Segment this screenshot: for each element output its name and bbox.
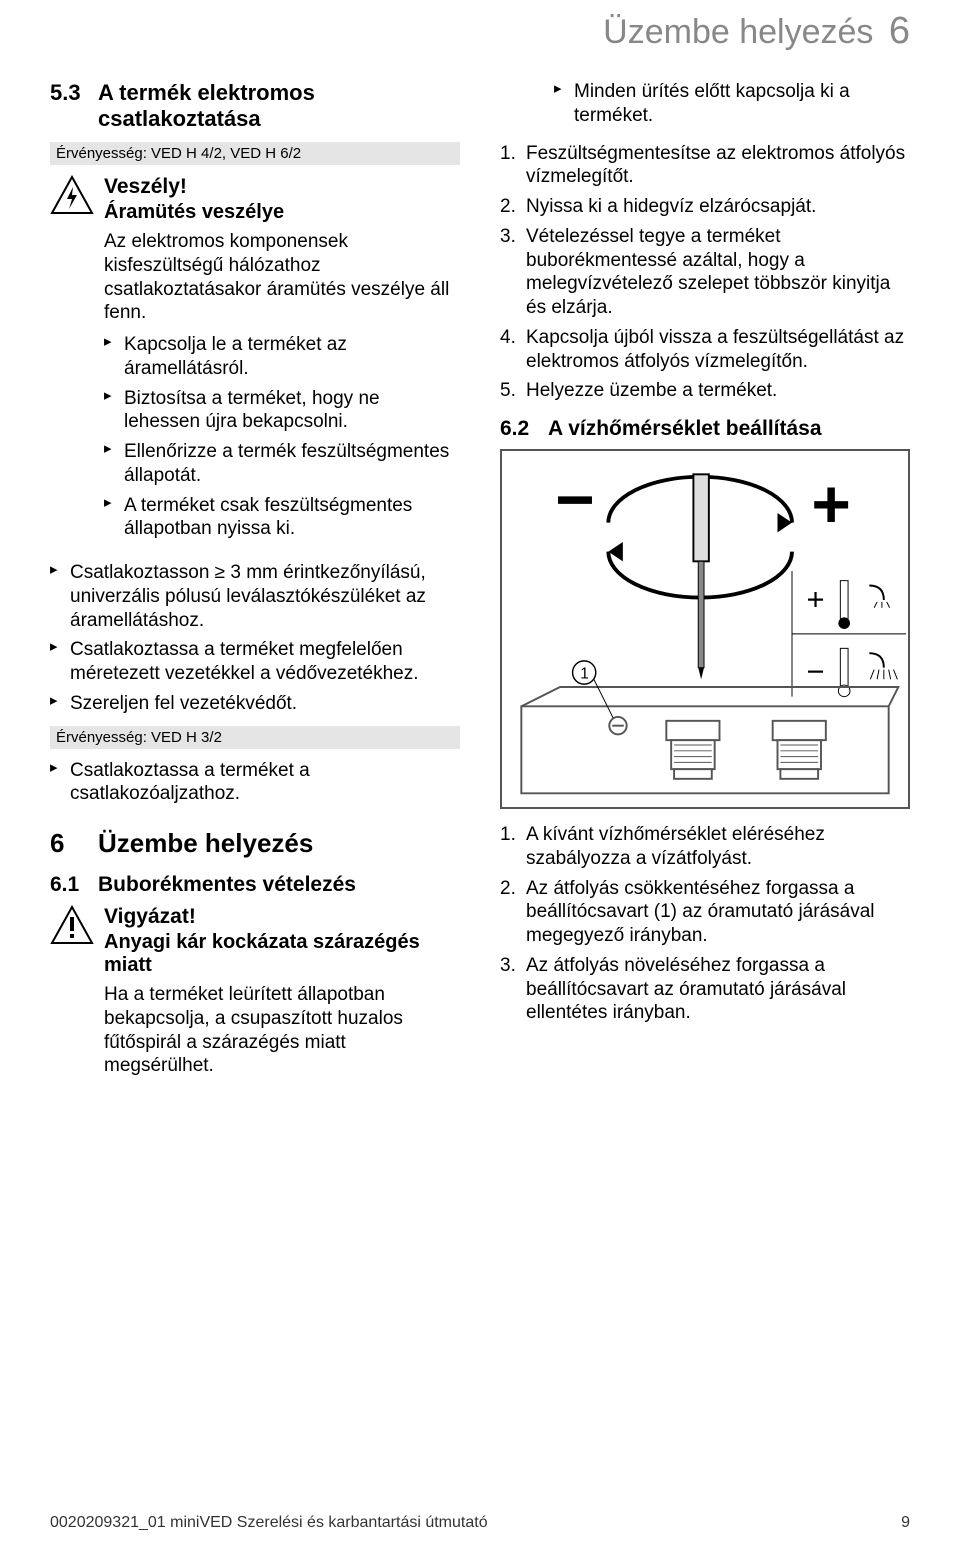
- section-6-2-title: 6.2 A vízhőmérséklet beállítása: [500, 417, 910, 441]
- shock-hazard-icon: [50, 175, 94, 215]
- section-text: Üzembe helyezés: [98, 828, 313, 859]
- section-number: 6.1: [50, 873, 98, 897]
- list-item: Nyissa ki a hidegvíz elzárócsapját.: [500, 195, 910, 219]
- danger-subtitle: Áramütés veszélye: [104, 201, 460, 224]
- list-item: Kapcsolja újból vissza a feszültségellát…: [500, 326, 910, 374]
- section-text: A vízhőmérséklet beállítása: [548, 417, 822, 441]
- caution-icon: [50, 905, 94, 945]
- left-column: 5.3 A termék elektromos csatlakoztatása …: [50, 80, 460, 1094]
- list-item: Csatlakoztassa a terméket a csatlakozóal…: [50, 759, 460, 807]
- top-bullets: Minden ürítés előtt kapcsolja ki a termé…: [554, 80, 910, 128]
- running-head: Üzembe helyezés 6: [603, 10, 910, 53]
- list-item: Kapcsolja le a terméket az áramellátásró…: [104, 333, 460, 381]
- list-item: Minden ürítés előtt kapcsolja ki a termé…: [554, 80, 910, 128]
- page-number: 9: [901, 1514, 910, 1532]
- list-item: Csatlakoztasson ≥ 3 mm érintkezőnyílású,…: [50, 561, 460, 632]
- columns: 5.3 A termék elektromos csatlakoztatása …: [50, 80, 910, 1094]
- danger-para: Az elektromos komponensek kisfeszültségű…: [104, 230, 460, 325]
- section-5-3-title: 5.3 A termék elektromos csatlakoztatása: [50, 80, 460, 132]
- list-item: Helyezze üzembe a terméket.: [500, 379, 910, 403]
- callout-1: 1: [580, 665, 589, 682]
- connect-bullets-2: Csatlakoztassa a terméket a csatlakozóal…: [50, 759, 460, 807]
- list-item: Feszültségmentesítse az elektromos átfol…: [500, 142, 910, 190]
- minus-icon: −: [555, 463, 595, 538]
- list-item: Biztosítsa a terméket, hogy ne lehessen …: [104, 387, 460, 435]
- connect-bullets: Csatlakoztasson ≥ 3 mm érintkezőnyílású,…: [50, 561, 460, 716]
- caution-block: Vigyázat! Anyagi kár kockázata szárazégé…: [50, 905, 460, 1086]
- footer-left: 0020209321_01 miniVED Szerelési és karba…: [50, 1514, 488, 1532]
- plus-small-icon: +: [807, 582, 825, 617]
- validity-bar: Érvényesség: VED H 3/2: [50, 726, 460, 749]
- steps-6-1: Feszültségmentesítse az elektromos átfol…: [500, 142, 910, 404]
- section-text: A termék elektromos csatlakoztatása: [98, 80, 460, 132]
- section-number: 5.3: [50, 80, 98, 132]
- footer: 0020209321_01 miniVED Szerelési és karba…: [50, 1514, 910, 1532]
- section-number: 6: [50, 828, 98, 859]
- section-6-1-title: 6.1 Buborékmentes vételezés: [50, 873, 460, 897]
- validity-bar: Érvényesség: VED H 4/2, VED H 6/2: [50, 142, 460, 165]
- list-item: Csatlakoztassa a terméket megfelelően mé…: [50, 638, 460, 686]
- steps-6-2: A kívánt vízhőmérséklet eléréséhez szabá…: [500, 823, 910, 1025]
- minus-small-icon: −: [807, 654, 825, 689]
- list-item: Ellenőrizze a termék feszültségmentes ál…: [104, 440, 460, 488]
- list-item: Szereljen fel vezetékvédőt.: [50, 692, 460, 716]
- danger-body: Veszély! Áramütés veszélye Az elektromos…: [104, 175, 460, 547]
- caution-body: Vigyázat! Anyagi kár kockázata szárazégé…: [104, 905, 460, 1086]
- list-item: Az átfolyás növeléséhez forgassa a beáll…: [500, 954, 910, 1025]
- section-6-title: 6 Üzembe helyezés: [50, 828, 460, 859]
- list-item: Az átfolyás csökkentéséhez forgassa a be…: [500, 877, 910, 948]
- temperature-diagram: − + + −: [500, 449, 910, 809]
- caution-para: Ha a terméket leürített állapotban bekap…: [104, 983, 460, 1078]
- plus-icon: +: [811, 468, 851, 543]
- running-head-title: Üzembe helyezés: [603, 13, 873, 51]
- section-text: Buborékmentes vételezés: [98, 873, 356, 897]
- page: Üzembe helyezés 6 5.3 A termék elektromo…: [0, 0, 960, 1550]
- running-head-chapter: 6: [889, 10, 910, 52]
- caution-title: Vigyázat!: [104, 905, 460, 929]
- list-item: A terméket csak feszültségmentes állapot…: [104, 494, 460, 542]
- danger-title: Veszély!: [104, 175, 460, 199]
- danger-block: Veszély! Áramütés veszélye Az elektromos…: [50, 175, 460, 547]
- list-item: A kívánt vízhőmérséklet eléréséhez szabá…: [500, 823, 910, 871]
- caution-subtitle: Anyagi kár kockázata szárazégés miatt: [104, 931, 460, 977]
- danger-bullets: Kapcsolja le a terméket az áramellátásró…: [104, 333, 460, 541]
- list-item: Vételezéssel tegye a terméket buborékmen…: [500, 225, 910, 320]
- top-bullet-indent: Minden ürítés előtt kapcsolja ki a termé…: [554, 80, 910, 128]
- right-column: Minden ürítés előtt kapcsolja ki a termé…: [500, 80, 910, 1094]
- section-number: 6.2: [500, 417, 548, 441]
